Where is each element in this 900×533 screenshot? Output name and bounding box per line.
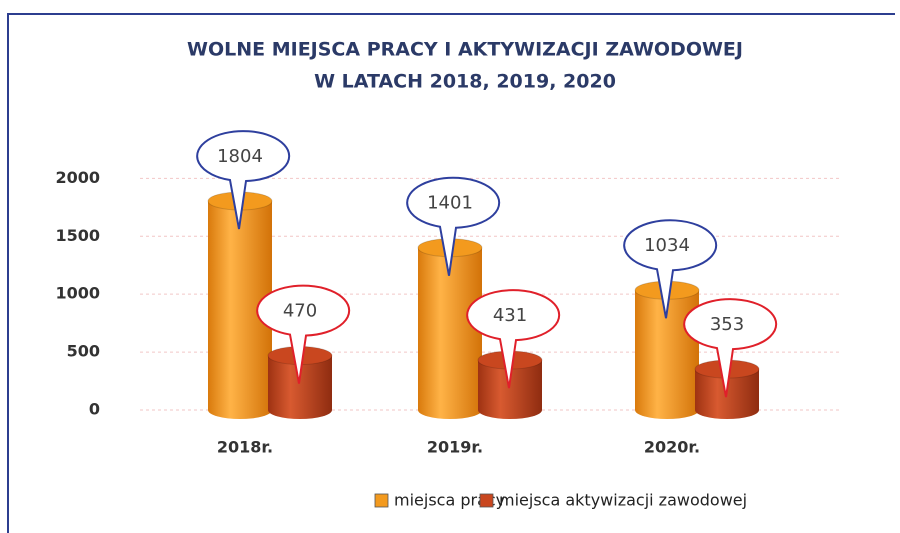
frame	[7, 13, 895, 533]
data-label: 1034	[644, 235, 690, 256]
data-label: 1804	[217, 146, 263, 167]
bar	[478, 360, 542, 419]
x-tick-label: 2019r.	[427, 438, 483, 457]
y-tick-label: 500	[67, 342, 100, 361]
legend-swatch	[374, 493, 389, 508]
x-tick-label: 2020r.	[644, 438, 700, 457]
x-tick-label: 2018r.	[217, 438, 273, 457]
y-tick-label: 1500	[55, 226, 100, 245]
data-label-callout	[623, 219, 718, 319]
legend-swatch	[479, 493, 494, 508]
bar	[418, 247, 482, 419]
y-tick-label: 2000	[55, 168, 100, 187]
data-label-callout	[466, 289, 561, 389]
data-label-callout	[196, 130, 291, 230]
y-tick-label: 1000	[55, 284, 100, 303]
data-label: 353	[710, 314, 744, 335]
legend-label: miejsca aktywizacji zawodowej	[499, 491, 747, 510]
bar	[635, 290, 699, 419]
data-label-callout	[256, 284, 351, 384]
data-label: 1401	[427, 193, 473, 214]
bar	[208, 201, 272, 419]
chart-title: WOLNE MIEJSCA PRACY I AKTYWIZACJI ZAWODO…	[187, 39, 743, 61]
bar	[268, 355, 332, 419]
y-tick-label: 0	[89, 400, 100, 419]
legend-label: miejsca pracy	[394, 491, 505, 510]
chart-title: W LATACH 2018, 2019, 2020	[314, 71, 616, 93]
data-label-callout	[683, 298, 778, 398]
data-label: 470	[283, 301, 317, 322]
data-label-callout	[406, 176, 501, 276]
data-label: 431	[493, 305, 527, 326]
